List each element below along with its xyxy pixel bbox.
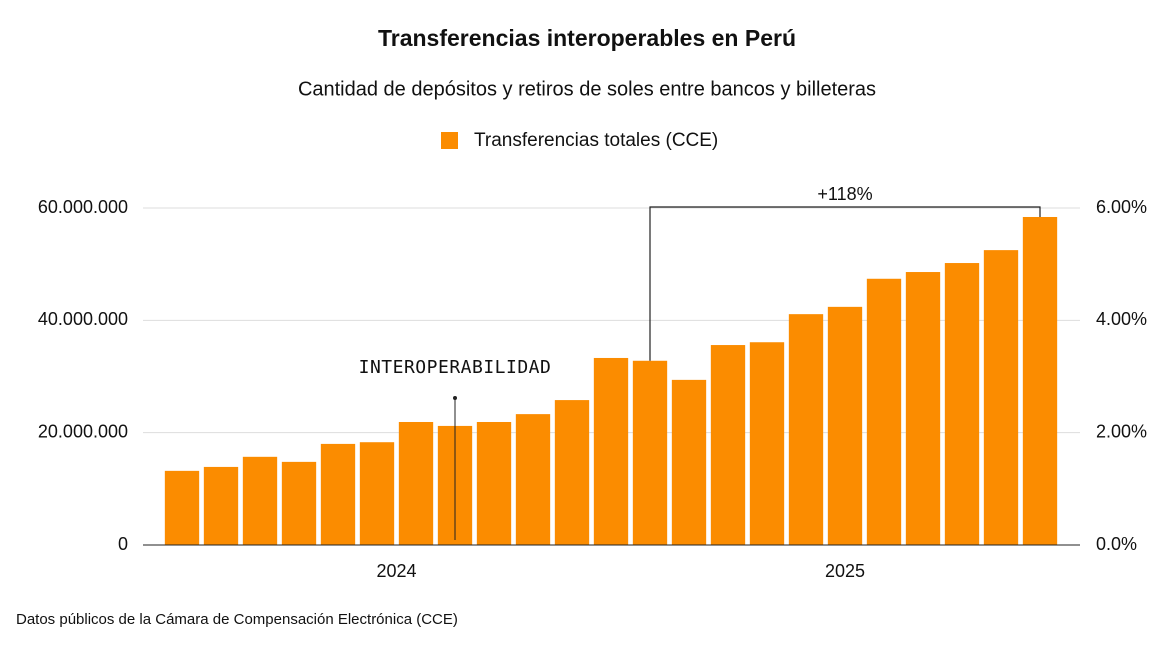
- bar: [320, 443, 356, 545]
- bar: [827, 306, 863, 545]
- bar: [164, 470, 200, 545]
- y2-tick-label: 0.0%: [1096, 534, 1137, 554]
- bar: [554, 400, 590, 545]
- chart-subtitle: Cantidad de depósitos y retiros de soles…: [298, 78, 876, 100]
- bar: [203, 466, 239, 545]
- bar: [905, 272, 941, 545]
- y-tick-label: 20.000.000: [38, 421, 128, 441]
- bar: [359, 442, 395, 545]
- legend-swatch: [441, 132, 458, 149]
- bar: [983, 250, 1019, 545]
- chart-title: Transferencias interoperables en Perú: [378, 25, 796, 51]
- annotation-text: INTEROPERABILIDAD: [359, 357, 552, 378]
- bar: [398, 421, 434, 545]
- bar: [788, 314, 824, 545]
- source-note: Datos públicos de la Cámara de Compensac…: [16, 611, 458, 628]
- annotation-bracket: [649, 206, 1041, 361]
- y-tick-label: 60.000.000: [38, 197, 128, 217]
- bar: [671, 379, 707, 545]
- bar: [515, 414, 551, 545]
- y-tick-label: 40.000.000: [38, 309, 128, 329]
- bar: [632, 360, 668, 545]
- annotation-dot: [453, 396, 457, 400]
- bar: [476, 421, 512, 545]
- bar: [242, 456, 278, 545]
- y-tick-label: 0: [118, 534, 128, 554]
- y2-tick-label: 4.00%: [1096, 309, 1147, 329]
- bar: [944, 263, 980, 545]
- bar: [866, 278, 902, 545]
- annotation-text: +118%: [817, 184, 872, 204]
- legend-label: Transferencias totales (CCE): [474, 130, 718, 151]
- x-group-label: 2025: [825, 561, 865, 581]
- bar: [749, 342, 785, 545]
- y2-tick-label: 6.00%: [1096, 197, 1147, 217]
- x-group-label: 2024: [376, 561, 416, 581]
- y2-tick-label: 2.00%: [1096, 421, 1147, 441]
- bar: [281, 461, 317, 545]
- bar: [593, 357, 629, 545]
- bar: [1022, 216, 1058, 545]
- bar: [710, 345, 746, 545]
